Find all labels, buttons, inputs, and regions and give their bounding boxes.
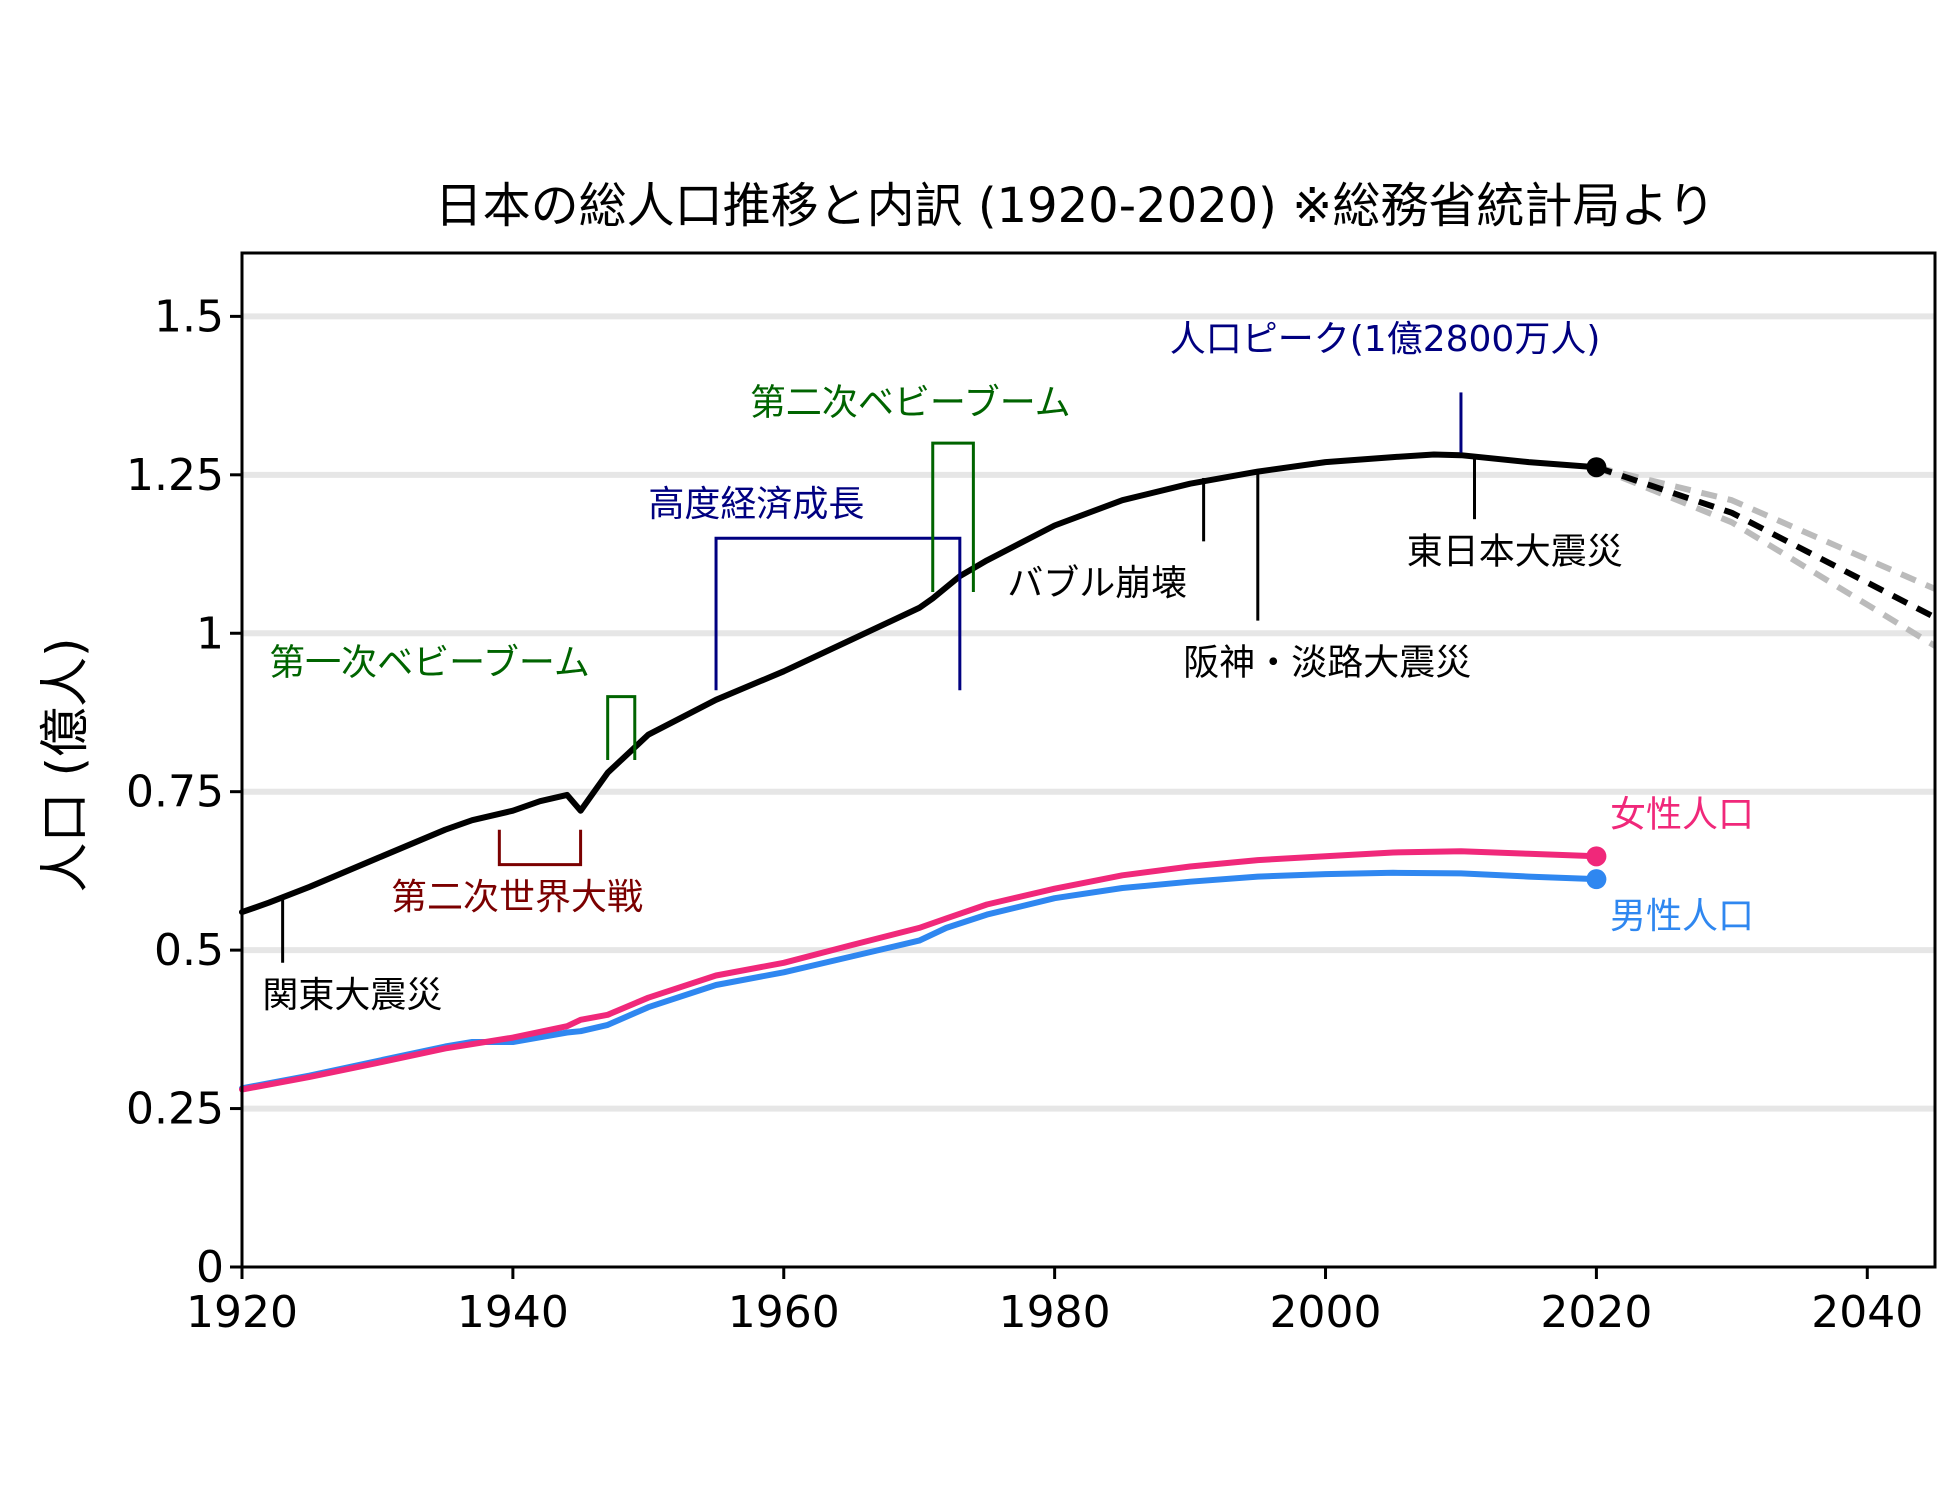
annotation-label: 高度経済成長 xyxy=(648,484,864,525)
x-tick-label: 1960 xyxy=(728,1287,840,1338)
x-tick-label: 1920 xyxy=(186,1287,298,1338)
annotation-bracket xyxy=(497,829,583,867)
annotation-label: 関東大震災 xyxy=(262,975,442,1016)
annotation-label: 第二次世界大戦 xyxy=(391,877,643,918)
annotation-label: 東日本大震災 xyxy=(1407,532,1623,573)
y-tick-label: 0 xyxy=(196,1242,224,1293)
annotation-label: 第一次ベビーブーム xyxy=(269,642,590,683)
annotation: 東日本大震災 xyxy=(1407,455,1623,573)
annotation-label: 人口ピーク(1億2800万人) xyxy=(1170,319,1601,360)
y-tick-label: 0.75 xyxy=(126,767,224,818)
y-tick-label: 0.25 xyxy=(126,1084,224,1135)
series-label: 男性人口 xyxy=(1610,896,1754,937)
y-tick-label: 1.5 xyxy=(154,291,224,342)
x-tick-label: 2000 xyxy=(1270,1287,1382,1338)
x-tick-label: 2020 xyxy=(1540,1287,1652,1338)
annotation: バブル崩壊 xyxy=(1007,477,1206,604)
series-line-projection-5 xyxy=(1595,464,1937,649)
y-tick-label: 0.5 xyxy=(154,925,224,976)
chart-title: 日本の総人口推移と内訳 (1920-2020) ※総務省統計局より xyxy=(435,178,1716,234)
y-tick-label: 1.25 xyxy=(126,450,224,501)
series-end-marker xyxy=(1586,846,1607,867)
annotation: 阪神・淡路大震災 xyxy=(1183,471,1471,683)
x-tick-label: 1980 xyxy=(999,1287,1111,1338)
annotation-bracket xyxy=(714,536,962,691)
series-line-total xyxy=(239,451,1600,916)
y-tick-label: 1 xyxy=(196,608,224,659)
annotation: 第一次ベビーブーム xyxy=(269,642,637,760)
annotation-bracket xyxy=(931,441,975,593)
series-end-marker xyxy=(1586,457,1607,478)
series-line-projection-3 xyxy=(1595,464,1937,621)
annotation-bracket xyxy=(606,695,637,760)
grid-lines xyxy=(242,313,1935,1112)
x-tick-label: 2040 xyxy=(1811,1287,1923,1338)
series-end-marker xyxy=(1586,869,1607,890)
annotation: 第二次ベビーブーム xyxy=(750,383,1071,593)
annotation-label: バブル崩壊 xyxy=(1007,563,1187,604)
annotation-label: 第二次ベビーブーム xyxy=(750,383,1071,424)
x-tick-label: 1940 xyxy=(457,1287,569,1338)
y-axis-label: 人口 (億人) xyxy=(36,638,94,893)
series-line-projection-4 xyxy=(1595,464,1937,592)
annotation-label: 阪神・淡路大震災 xyxy=(1183,642,1471,683)
annotation: 第二次世界大戦 xyxy=(391,829,643,918)
axes: 0 0.25 0.5 0.75 1 1.25 1.5 1920 1940 1960 1980 2000… xyxy=(126,291,1923,1338)
annotations-layer: 関東大震災 第二次世界大戦 第一次ベビーブーム 高度経済成長 第二次ベビーブームバブル崩… xyxy=(262,319,1622,1016)
plot-frame xyxy=(240,251,1937,1269)
annotation: 関東大震災 xyxy=(262,896,442,1016)
annotation: 人口ピーク(1億2800万人) xyxy=(1170,319,1601,453)
series-line-female xyxy=(239,848,1600,1093)
annotation: 高度経済成長 xyxy=(648,484,962,691)
series-label: 女性人口 xyxy=(1610,795,1754,836)
